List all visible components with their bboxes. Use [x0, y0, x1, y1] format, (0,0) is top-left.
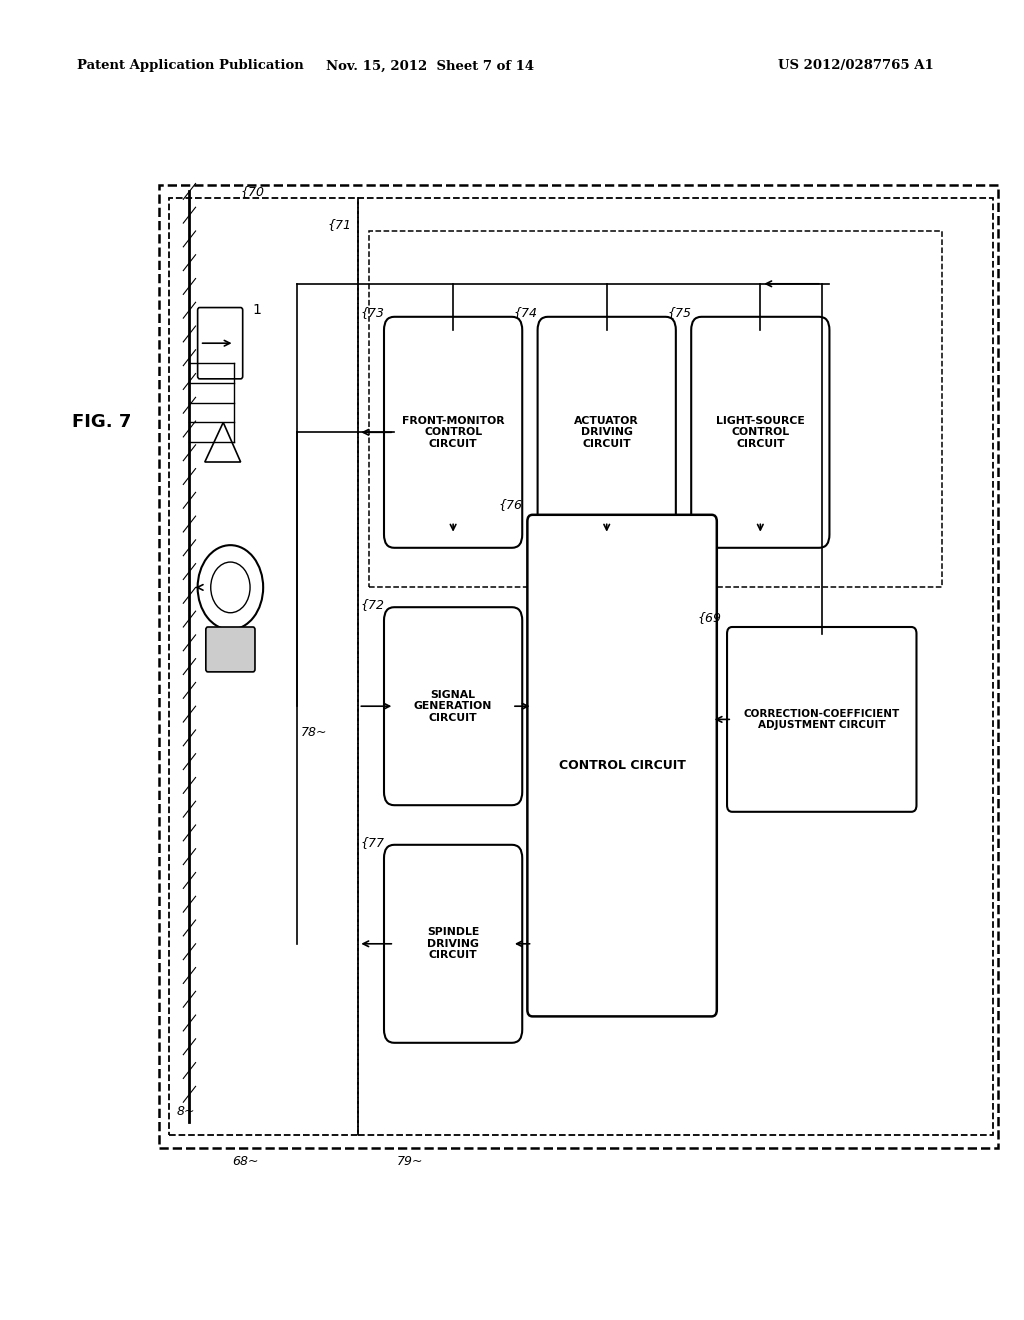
FancyBboxPatch shape — [206, 627, 255, 672]
Text: CONTROL CIRCUIT: CONTROL CIRCUIT — [559, 759, 685, 772]
Text: {72: {72 — [360, 598, 384, 611]
FancyBboxPatch shape — [691, 317, 829, 548]
Text: CORRECTION-COEFFICIENT
ADJUSTMENT CIRCUIT: CORRECTION-COEFFICIENT ADJUSTMENT CIRCUI… — [743, 709, 900, 730]
Text: {77: {77 — [360, 836, 384, 849]
Text: FRONT-MONITOR
CONTROL
CIRCUIT: FRONT-MONITOR CONTROL CIRCUIT — [401, 416, 505, 449]
Text: ACTUATOR
DRIVING
CIRCUIT: ACTUATOR DRIVING CIRCUIT — [574, 416, 639, 449]
Text: LIGHT-SOURCE
CONTROL
CIRCUIT: LIGHT-SOURCE CONTROL CIRCUIT — [716, 416, 805, 449]
Text: 8~: 8~ — [176, 1105, 195, 1118]
Text: 68~: 68~ — [232, 1155, 259, 1168]
Text: SPINDLE
DRIVING
CIRCUIT: SPINDLE DRIVING CIRCUIT — [427, 927, 479, 961]
Text: SIGNAL
GENERATION
CIRCUIT: SIGNAL GENERATION CIRCUIT — [414, 689, 493, 723]
FancyBboxPatch shape — [198, 308, 243, 379]
Text: US 2012/0287765 A1: US 2012/0287765 A1 — [778, 59, 934, 73]
Text: {71: {71 — [328, 218, 351, 231]
FancyBboxPatch shape — [384, 317, 522, 548]
Text: {76: {76 — [499, 498, 522, 511]
Text: {69: {69 — [698, 611, 722, 624]
Text: FIG. 7: FIG. 7 — [72, 413, 131, 432]
Text: Nov. 15, 2012  Sheet 7 of 14: Nov. 15, 2012 Sheet 7 of 14 — [326, 59, 535, 73]
Text: {75: {75 — [668, 306, 691, 319]
Text: {74: {74 — [514, 306, 538, 319]
FancyBboxPatch shape — [727, 627, 916, 812]
Text: Patent Application Publication: Patent Application Publication — [77, 59, 303, 73]
Text: {70: {70 — [241, 185, 264, 198]
FancyBboxPatch shape — [384, 845, 522, 1043]
FancyBboxPatch shape — [538, 317, 676, 548]
Text: 79~: 79~ — [396, 1155, 423, 1168]
Text: 1: 1 — [253, 304, 262, 317]
FancyBboxPatch shape — [527, 515, 717, 1016]
Text: 78~: 78~ — [301, 726, 328, 739]
FancyBboxPatch shape — [384, 607, 522, 805]
Text: {73: {73 — [360, 306, 384, 319]
